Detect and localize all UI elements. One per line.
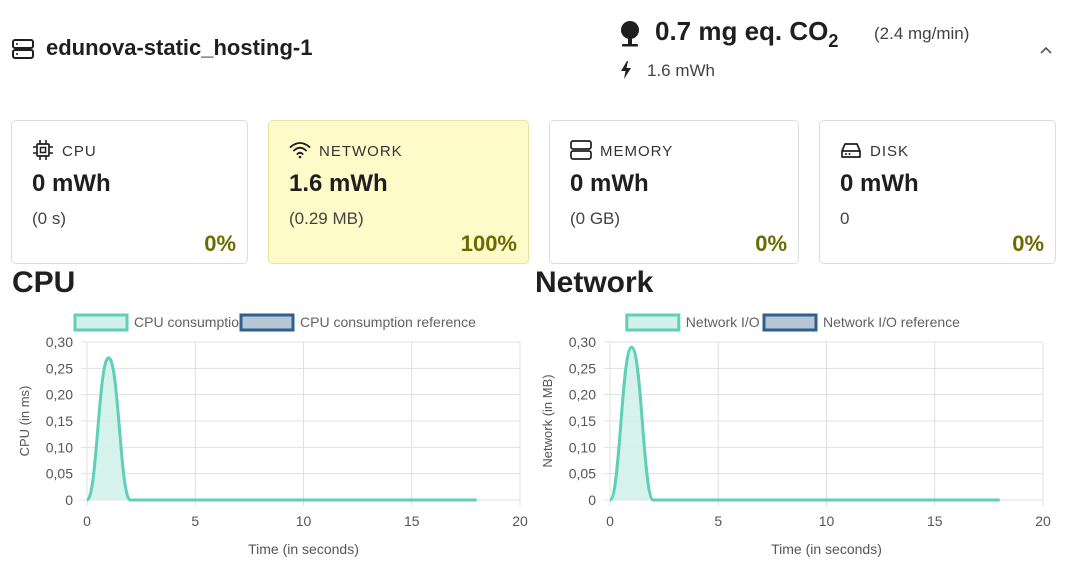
- y-tick-label: 0,30: [569, 334, 596, 350]
- tree-icon: [621, 21, 639, 47]
- x-tick-label: 20: [1035, 513, 1051, 529]
- card-percent: 0%: [1012, 231, 1044, 256]
- card-label: NETWORK: [319, 143, 403, 160]
- series-area: [87, 357, 477, 500]
- energy-value: 1.6 mWh: [647, 61, 716, 80]
- y-tick-label: 0,10: [46, 439, 73, 455]
- cpu-chart-title: CPU: [12, 266, 76, 299]
- y-tick-label: 0,05: [569, 466, 596, 482]
- disk-card[interactable]: DISK 0 mWh 0 0%: [819, 120, 1056, 264]
- card-subvalue: (0 s): [32, 209, 66, 228]
- legend-swatch: [762, 313, 818, 332]
- x-tick-label: 5: [191, 513, 199, 529]
- card-value: 0 mWh: [32, 170, 111, 197]
- card-subvalue: (0 GB): [570, 209, 621, 228]
- network-chart: Network I/O Network I/O reference 0 0,05 0,1…: [540, 313, 1051, 557]
- series-line: [85, 356, 477, 502]
- y-tick-label: 0: [65, 492, 73, 508]
- card-percent: 0%: [755, 231, 787, 256]
- x-tick-label: 15: [404, 513, 420, 529]
- x-tick-label: 0: [606, 513, 614, 529]
- y-tick-label: 0,20: [46, 387, 73, 403]
- hard-drive-icon: [841, 143, 861, 158]
- legend-label: Network I/O reference: [823, 314, 960, 330]
- card-label: DISK: [870, 143, 910, 160]
- card-value: 1.6 mWh: [289, 170, 388, 197]
- co2-value: 0.7 mg eq. CO2: [655, 16, 839, 51]
- chevron-up-icon[interactable]: [1036, 40, 1056, 60]
- x-tick-label: 15: [927, 513, 943, 529]
- cpu-icon: [33, 140, 53, 160]
- y-tick-label: 0,25: [569, 360, 596, 376]
- y-tick-label: 0,15: [569, 413, 596, 429]
- card-subvalue: (0.29 MB): [289, 209, 364, 228]
- legend-swatch: [625, 313, 681, 332]
- x-tick-label: 5: [714, 513, 722, 529]
- y-axis-label: CPU (in ms): [17, 386, 32, 457]
- network-chart-title: Network: [535, 266, 654, 299]
- y-tick-label: 0,25: [46, 360, 73, 376]
- x-tick-label: 10: [819, 513, 835, 529]
- app-title: edunova-static_hosting-1: [46, 35, 313, 60]
- x-axis-label: Time (in seconds): [771, 541, 882, 557]
- x-tick-label: 10: [296, 513, 312, 529]
- card-label: CPU: [62, 143, 97, 160]
- legend-label: CPU consumption reference: [300, 314, 476, 330]
- y-tick-label: 0,10: [569, 439, 596, 455]
- x-tick-label: 20: [512, 513, 528, 529]
- x-axis-label: Time (in seconds): [248, 541, 359, 557]
- legend-swatch: [73, 313, 129, 332]
- bolt-icon: [621, 61, 631, 79]
- y-tick-label: 0,30: [46, 334, 73, 350]
- card-percent: 100%: [460, 231, 517, 256]
- network-card[interactable]: NETWORK 1.6 mWh (0.29 MB) 100%: [268, 120, 529, 264]
- memory-card[interactable]: MEMORY 0 mWh (0 GB) 0%: [549, 120, 799, 264]
- header: edunova-static_hosting-1 0.7 mg eq. CO2 …: [0, 0, 1066, 110]
- card-label: MEMORY: [600, 143, 674, 160]
- y-tick-label: 0,20: [569, 387, 596, 403]
- legend-label: Network I/O: [686, 314, 760, 330]
- y-tick-label: 0: [588, 492, 596, 508]
- y-tick-label: 0,05: [46, 466, 73, 482]
- series-area: [610, 347, 1000, 500]
- server-icon: [12, 39, 34, 59]
- card-value: 0 mWh: [840, 170, 919, 197]
- card-percent: 0%: [204, 231, 236, 256]
- legend-label: CPU consumption: [134, 314, 247, 330]
- cpu-card[interactable]: CPU 0 mWh (0 s) 0%: [11, 120, 248, 264]
- co2-rate: (2.4 mg/min): [874, 24, 970, 43]
- card-value: 0 mWh: [570, 170, 649, 197]
- y-tick-label: 0,15: [46, 413, 73, 429]
- memory-icon: [570, 140, 592, 160]
- series-line: [608, 345, 1000, 502]
- x-tick-label: 0: [83, 513, 91, 529]
- wifi-icon: [289, 142, 311, 159]
- legend-swatch: [239, 313, 295, 332]
- cpu-chart: CPU consumption CPU consumption reference…: [17, 313, 528, 557]
- card-subvalue: 0: [840, 209, 850, 228]
- y-axis-label: Network (in MB): [540, 374, 555, 467]
